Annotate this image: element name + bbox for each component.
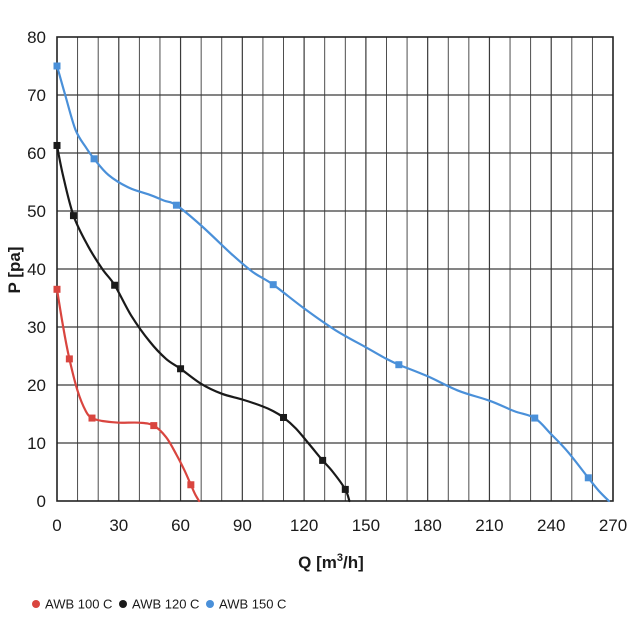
data-point-awb-150-c	[531, 414, 539, 422]
data-point-awb-150-c	[90, 155, 98, 163]
data-point-awb-120-c	[280, 413, 288, 421]
x-axis-title: Q [m3/h]	[298, 552, 364, 572]
x-tick-labels: 0 30 60 90 120 150 180 210 240 270	[52, 516, 627, 535]
x-tick-label: 120	[290, 516, 318, 535]
y-tick-label: 30	[27, 318, 46, 337]
legend-marker-awb-100-c	[32, 600, 40, 608]
legend: AWB 100 C AWB 120 C AWB 150 C	[32, 597, 286, 612]
series-lines	[55, 64, 610, 503]
y-tick-label: 20	[27, 376, 46, 395]
y-axis-title: P [pa]	[5, 247, 24, 294]
data-point-awb-100-c	[88, 414, 96, 422]
x-axis-title-tail: /h]	[343, 553, 364, 572]
data-point-awb-100-c	[65, 355, 73, 363]
legend-marker-awb-150-c	[206, 600, 214, 608]
data-point-awb-150-c	[395, 361, 403, 369]
legend-marker-awb-120-c	[119, 600, 127, 608]
y-tick-label: 50	[27, 202, 46, 221]
legend-label-awb-150-c: AWB 150 C	[219, 597, 286, 612]
data-point-awb-120-c	[177, 365, 185, 373]
x-tick-label: 60	[171, 516, 190, 535]
data-point-awb-150-c	[53, 62, 61, 70]
y-tick-label: 10	[27, 434, 46, 453]
plot-border	[56, 36, 614, 502]
legend-label-awb-120-c: AWB 120 C	[132, 597, 199, 612]
data-point-awb-150-c	[269, 281, 277, 289]
y-tick-label: 40	[27, 260, 46, 279]
y-tick-label: 60	[27, 144, 46, 163]
x-tick-label: 210	[475, 516, 503, 535]
data-point-awb-150-c	[584, 474, 592, 482]
data-point-awb-150-c	[172, 201, 180, 209]
x-tick-label: 270	[599, 516, 627, 535]
x-tick-label: 240	[537, 516, 565, 535]
data-point-awb-120-c	[319, 456, 327, 464]
data-point-awb-120-c	[111, 281, 119, 289]
y-tick-label: 80	[27, 28, 46, 47]
x-axis-title-main: Q [m	[298, 553, 337, 572]
y-tick-labels: 0 10 20 30 40 50 60 70 80	[27, 28, 46, 511]
x-axis-title-sup: 3	[337, 552, 343, 564]
x-tick-label: 0	[52, 516, 61, 535]
legend-label-awb-100-c: AWB 100 C	[45, 597, 112, 612]
data-point-awb-120-c	[69, 212, 77, 220]
y-tick-label: 70	[27, 86, 46, 105]
horizontal-gridlines	[57, 94, 613, 444]
x-tick-label: 30	[109, 516, 128, 535]
series-markers	[53, 62, 592, 493]
x-tick-label: 90	[233, 516, 252, 535]
series-line-awb-150-c	[55, 64, 610, 503]
x-tick-label: 150	[352, 516, 380, 535]
data-point-awb-100-c	[53, 285, 61, 293]
y-tick-label: 0	[37, 492, 46, 511]
data-point-awb-100-c	[187, 481, 195, 489]
plot-frame	[56, 36, 614, 502]
data-point-awb-100-c	[150, 422, 158, 430]
x-tick-label: 180	[413, 516, 441, 535]
series-line-awb-100-c	[55, 288, 201, 503]
series-line-awb-120-c	[55, 144, 351, 503]
data-point-awb-120-c	[53, 141, 61, 149]
data-point-awb-120-c	[341, 485, 349, 493]
